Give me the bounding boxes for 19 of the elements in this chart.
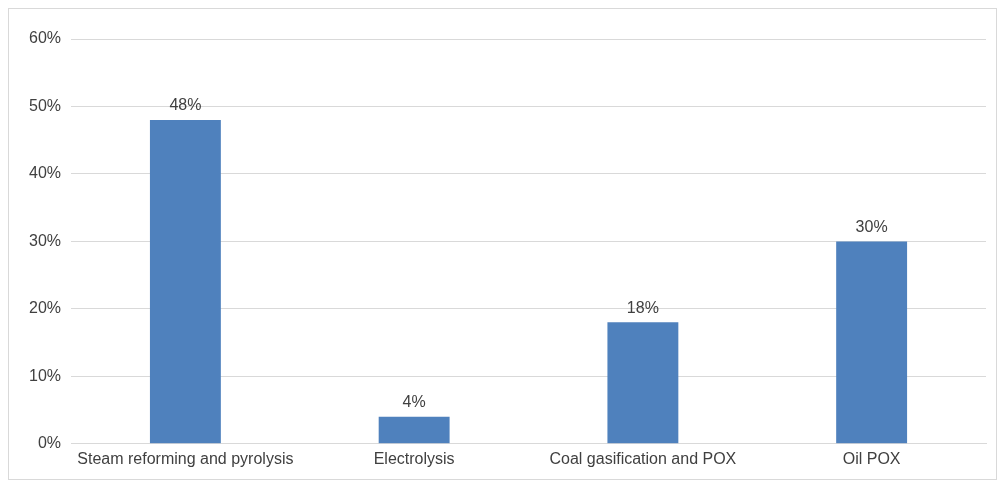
x-tick-label: Oil POX — [842, 449, 901, 467]
y-tick-label: 40% — [28, 164, 62, 182]
y-tick-label: 10% — [28, 366, 62, 384]
bar — [378, 416, 450, 444]
bar — [607, 322, 679, 444]
data-label: 48% — [169, 96, 202, 114]
data-label: 4% — [402, 393, 426, 411]
x-tick-label: Coal gasification and POX — [549, 449, 737, 467]
y-tick-label: 0% — [37, 434, 62, 452]
y-tick-label: 20% — [28, 299, 62, 317]
data-label: 18% — [626, 298, 659, 316]
y-tick-label: 50% — [28, 96, 62, 114]
bar — [836, 241, 908, 444]
bar — [149, 119, 221, 444]
data-label: 30% — [855, 217, 888, 235]
x-tick-label: Steam reforming and pyrolysis — [77, 449, 294, 467]
y-tick-label: 60% — [28, 29, 62, 47]
x-tick-label: Electrolysis — [373, 449, 455, 467]
y-tick-label: 30% — [28, 231, 62, 249]
